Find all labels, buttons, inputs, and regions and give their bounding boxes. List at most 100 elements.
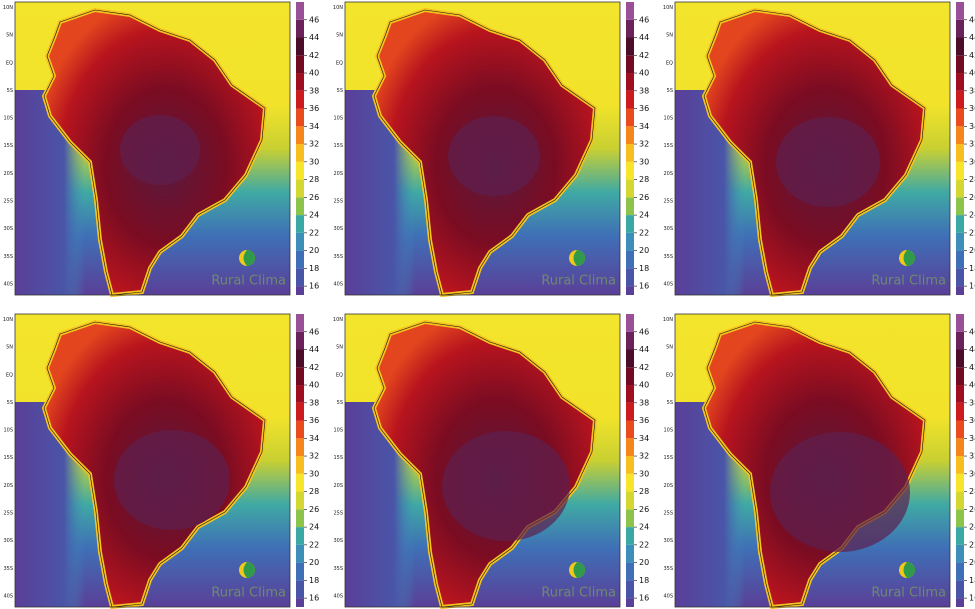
colorbar-label: 30 xyxy=(969,469,975,478)
hot-core xyxy=(448,116,540,196)
colorbar-band xyxy=(956,509,964,528)
colorbar-band xyxy=(626,37,634,56)
colorbar-label: 38 xyxy=(639,398,649,407)
colorbar-label: 26 xyxy=(639,193,649,202)
colorbar-band xyxy=(626,491,634,510)
logo-leaf xyxy=(903,562,915,578)
lat-label: 10S xyxy=(333,428,343,434)
colorbar-label: 32 xyxy=(309,452,319,461)
colorbar-band xyxy=(626,349,634,368)
colorbar-band xyxy=(296,144,304,162)
colorbar-band xyxy=(956,161,964,180)
logo-text: Rural Clima xyxy=(541,274,616,289)
colorbar-band xyxy=(956,286,964,295)
colorbar-label: 26 xyxy=(309,505,319,514)
colorbar-label: 26 xyxy=(639,505,649,514)
borders xyxy=(43,321,266,608)
colorbar-label: 44 xyxy=(969,33,975,42)
colorbar-label: 34 xyxy=(639,122,649,131)
lat-label: 40S xyxy=(663,593,673,599)
colorbar-band xyxy=(626,509,634,528)
colorbar-label: 18 xyxy=(639,576,649,585)
colorbar-label: 44 xyxy=(309,345,319,354)
hot-core xyxy=(776,117,880,207)
colorbar-band xyxy=(956,37,964,56)
colorbar-band xyxy=(956,314,964,332)
lat-label: 20S xyxy=(333,171,343,177)
borders xyxy=(43,9,266,296)
colorbar-label: 26 xyxy=(309,193,319,202)
colorbar-label: 38 xyxy=(639,86,649,95)
colorbar-label: 20 xyxy=(969,246,975,255)
colorbar-label: 32 xyxy=(309,140,319,149)
colorbar-label: 20 xyxy=(969,558,975,567)
colorbar-band xyxy=(296,527,304,545)
colorbar-label: 24 xyxy=(309,211,319,220)
lat-label: 15S xyxy=(663,143,673,149)
colorbar-band xyxy=(296,215,304,233)
colorbar-band xyxy=(296,314,304,332)
colorbar-band xyxy=(626,420,634,439)
colorbar-label: 42 xyxy=(639,51,649,60)
lat-label: 5S xyxy=(7,400,13,406)
colorbar-band xyxy=(296,197,304,216)
colorbar-band xyxy=(956,108,964,127)
map-frame xyxy=(674,313,951,608)
colorbar-label: 22 xyxy=(639,228,649,237)
colorbar-band xyxy=(296,179,304,198)
colorbar-label: 16 xyxy=(639,282,649,291)
map-panel: 10N 5N EQ 5S 10S 15S 20S 25S 30S 35S 40S 16 18 20 22 24… xyxy=(3,1,319,298)
lat-label: 10N xyxy=(3,317,13,323)
borders xyxy=(373,321,596,608)
colorbar-band xyxy=(626,385,634,403)
colorbar-band xyxy=(296,580,304,599)
colorbar-label: 18 xyxy=(309,576,319,585)
map-frame xyxy=(344,1,621,296)
colorbar-label: 16 xyxy=(309,282,319,291)
colorbar-label: 34 xyxy=(639,434,649,443)
colorbar-band xyxy=(626,126,634,145)
lat-label: 10S xyxy=(3,428,13,434)
borders xyxy=(703,321,926,608)
colorbar-label: 44 xyxy=(969,345,975,354)
colorbar-label: 42 xyxy=(969,51,975,60)
colorbar-label: 22 xyxy=(639,540,649,549)
logo-leaf xyxy=(903,250,915,266)
logo-text: Rural Clima xyxy=(211,274,286,289)
colorbar-label: 46 xyxy=(639,15,649,24)
colorbar-band xyxy=(626,438,634,457)
colorbar-label: 22 xyxy=(969,540,975,549)
colorbar-label: 42 xyxy=(639,363,649,372)
lat-label: 25S xyxy=(333,199,343,205)
lat-label: 40S xyxy=(333,593,343,599)
logo-text: Rural Clima xyxy=(541,586,616,601)
colorbar-band xyxy=(956,420,964,439)
colorbar-band xyxy=(626,598,634,607)
colorbar-label: 26 xyxy=(969,193,975,202)
colorbar-band xyxy=(296,420,304,439)
colorbar-band xyxy=(626,544,634,563)
colorbar-band xyxy=(296,232,304,251)
map-panel: 10N 5N EQ 5S 10S 15S 20S 25S 30S 35S 40S 16 18 20 22 24… xyxy=(333,313,649,609)
lat-label: 35S xyxy=(663,254,673,260)
colorbar-band xyxy=(626,402,634,421)
lat-label: 5N xyxy=(6,33,13,39)
colorbar-label: 32 xyxy=(969,452,975,461)
colorbar-label: 26 xyxy=(969,505,975,514)
colorbar-label: 24 xyxy=(969,211,975,220)
colorbar-band xyxy=(296,598,304,607)
colorbar-band xyxy=(956,232,964,251)
colorbar-label: 16 xyxy=(969,282,975,291)
colorbar-label: 46 xyxy=(639,327,649,336)
colorbar-label: 32 xyxy=(639,452,649,461)
lat-label: 40S xyxy=(333,281,343,287)
lat-label: EQ xyxy=(6,60,13,66)
colorbar-band xyxy=(956,402,964,421)
lat-label: EQ xyxy=(666,372,673,378)
colorbar-label: 16 xyxy=(969,594,975,603)
colorbar-band xyxy=(626,19,634,38)
colorbar-band xyxy=(296,491,304,510)
lat-label: 5S xyxy=(7,88,13,94)
colorbar-label: 46 xyxy=(969,15,975,24)
